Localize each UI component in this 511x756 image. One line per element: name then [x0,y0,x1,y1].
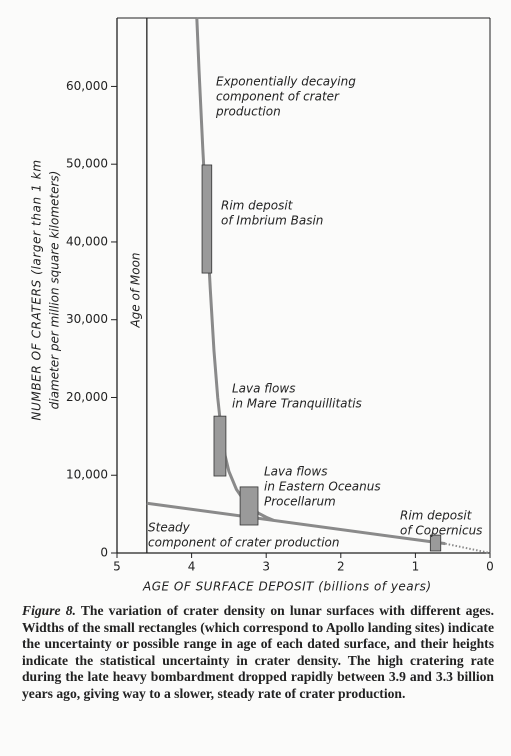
x-tick-label: 2 [337,560,345,574]
y-axis-label: diameter per million square kilometers) [48,171,62,410]
y-tick-label: 50,000 [66,157,108,171]
annotation: in Eastern Oceanus [264,480,381,494]
annotation: Lava flows [232,382,295,396]
x-tick-label: 1 [412,560,420,574]
caption-label: Figure 8. [22,603,76,618]
annotation: Steady [148,521,191,535]
x-tick-label: 0 [486,560,494,574]
x-tick-label: 3 [262,560,270,574]
curve [445,542,491,554]
annotation: Rim deposit [221,199,294,213]
y-axis-label: NUMBER OF CRATERS (larger than 1 km [30,159,44,420]
annotation: Rim deposit [400,509,473,523]
chart: 0 10,000 20,000 30,000 40,000 50,000 60,000 5 4 3… [30,17,494,594]
annotation: Exponentially decaying [216,75,356,89]
annotation: component of crater production [148,536,340,550]
annotation: in Mare Tranquillitatis [232,397,362,411]
uncertainty-box [201,164,213,274]
x-axis-label: AGE OF SURFACE DEPOSIT (billions of year… [142,580,432,594]
annotation: Lava flows [264,465,327,479]
y-tick-label: 60,000 [66,79,108,93]
y-tick-label: 20,000 [66,390,108,404]
age-of-moon-label: Age of Moon [129,252,143,328]
caption-text: The variation of crater density on lunar… [22,603,494,701]
x-tick-label: 4 [188,560,196,574]
y-tick-label: 10,000 [66,468,108,482]
uncertainty-box [239,486,259,526]
uncertainty-box [213,415,227,477]
annotation: of Copernicus [400,524,482,538]
uncertainty-box [429,534,442,552]
y-tick-label: 40,000 [66,234,108,248]
annotation: production [215,105,281,119]
caption: Figure 8. The variation of crater densit… [22,603,494,703]
annotation: component of crater [216,90,340,104]
curve [146,501,446,546]
annotation: of Imbrium Basin [221,214,323,228]
y-tick-label: 0 [100,546,108,560]
x-tick-label: 5 [113,560,121,574]
annotation: Procellarum [264,495,336,509]
y-tick-label: 30,000 [66,312,108,326]
